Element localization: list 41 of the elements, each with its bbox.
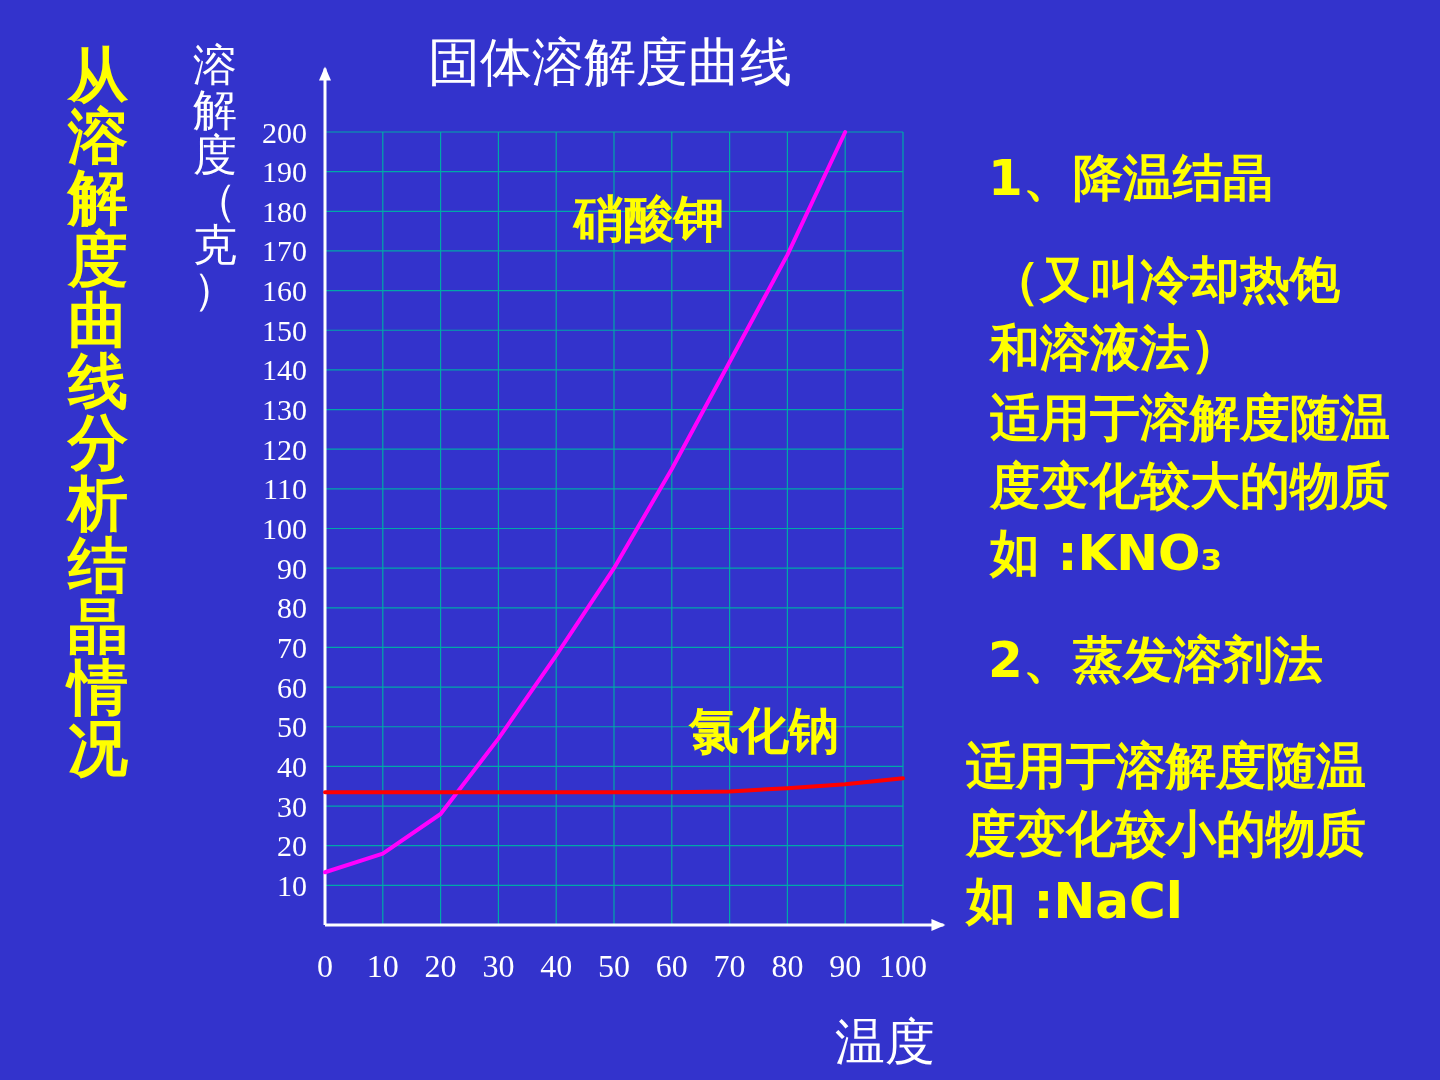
y-tick-label: 200 [262, 115, 307, 149]
y-tick-label: 180 [262, 194, 307, 228]
y-tick-label: 10 [277, 868, 307, 902]
y-axis-title: 溶解度（克） [193, 39, 237, 315]
y-tick-label: 30 [277, 789, 307, 823]
text: 1、降温结晶 [988, 149, 1273, 207]
text: 2、蒸发溶剂法 [988, 631, 1323, 689]
x-tick-label: 20 [424, 948, 457, 984]
x-tick-label: 80 [771, 948, 804, 984]
line-series [323, 130, 848, 875]
y-tick-label: 170 [262, 234, 307, 268]
x-tick-label: 0 [317, 948, 333, 984]
y-tick-label: 70 [277, 630, 307, 664]
x-tick-label: 40 [540, 948, 573, 984]
text: 适用于溶解度随温度变化较小的物质如 :NaCl [965, 737, 1366, 930]
y-tick-label: 120 [262, 432, 307, 466]
y-tick-label: 190 [262, 155, 307, 189]
text: （又叫冷却热饱和溶液法） [988, 251, 1341, 377]
x-tick-label: 100 [879, 948, 927, 984]
x-tick-label: 90 [829, 948, 862, 984]
y-tick-label: 110 [263, 472, 307, 506]
text: 适用于溶解度随温度变化较大的物质如 :KNO₃ [989, 389, 1390, 582]
chart-title: 固体溶解度曲线 [428, 32, 792, 92]
y-tick-label: 160 [262, 274, 307, 308]
x-tick-label: 10 [366, 948, 399, 984]
x-tick-label: 70 [713, 948, 746, 984]
y-tick-label: 150 [262, 313, 307, 347]
x-tick-label: 30 [482, 948, 515, 984]
x-tick-label: 60 [655, 948, 688, 984]
line-series [323, 776, 905, 795]
y-tick-label: 80 [277, 591, 307, 625]
y-tick-label: 20 [277, 829, 307, 863]
y-tick-label: 140 [262, 353, 307, 387]
y-tick-label: 60 [277, 670, 307, 704]
x-axis-title: 温度 [835, 1013, 935, 1071]
y-tick-label: 130 [262, 393, 307, 427]
y-tick-label: 90 [277, 551, 307, 585]
y-tick-label: 100 [262, 512, 307, 545]
y-tick-label: 40 [277, 749, 307, 783]
y-tick-label: 50 [277, 710, 307, 744]
x-tick-label: 50 [598, 948, 630, 984]
